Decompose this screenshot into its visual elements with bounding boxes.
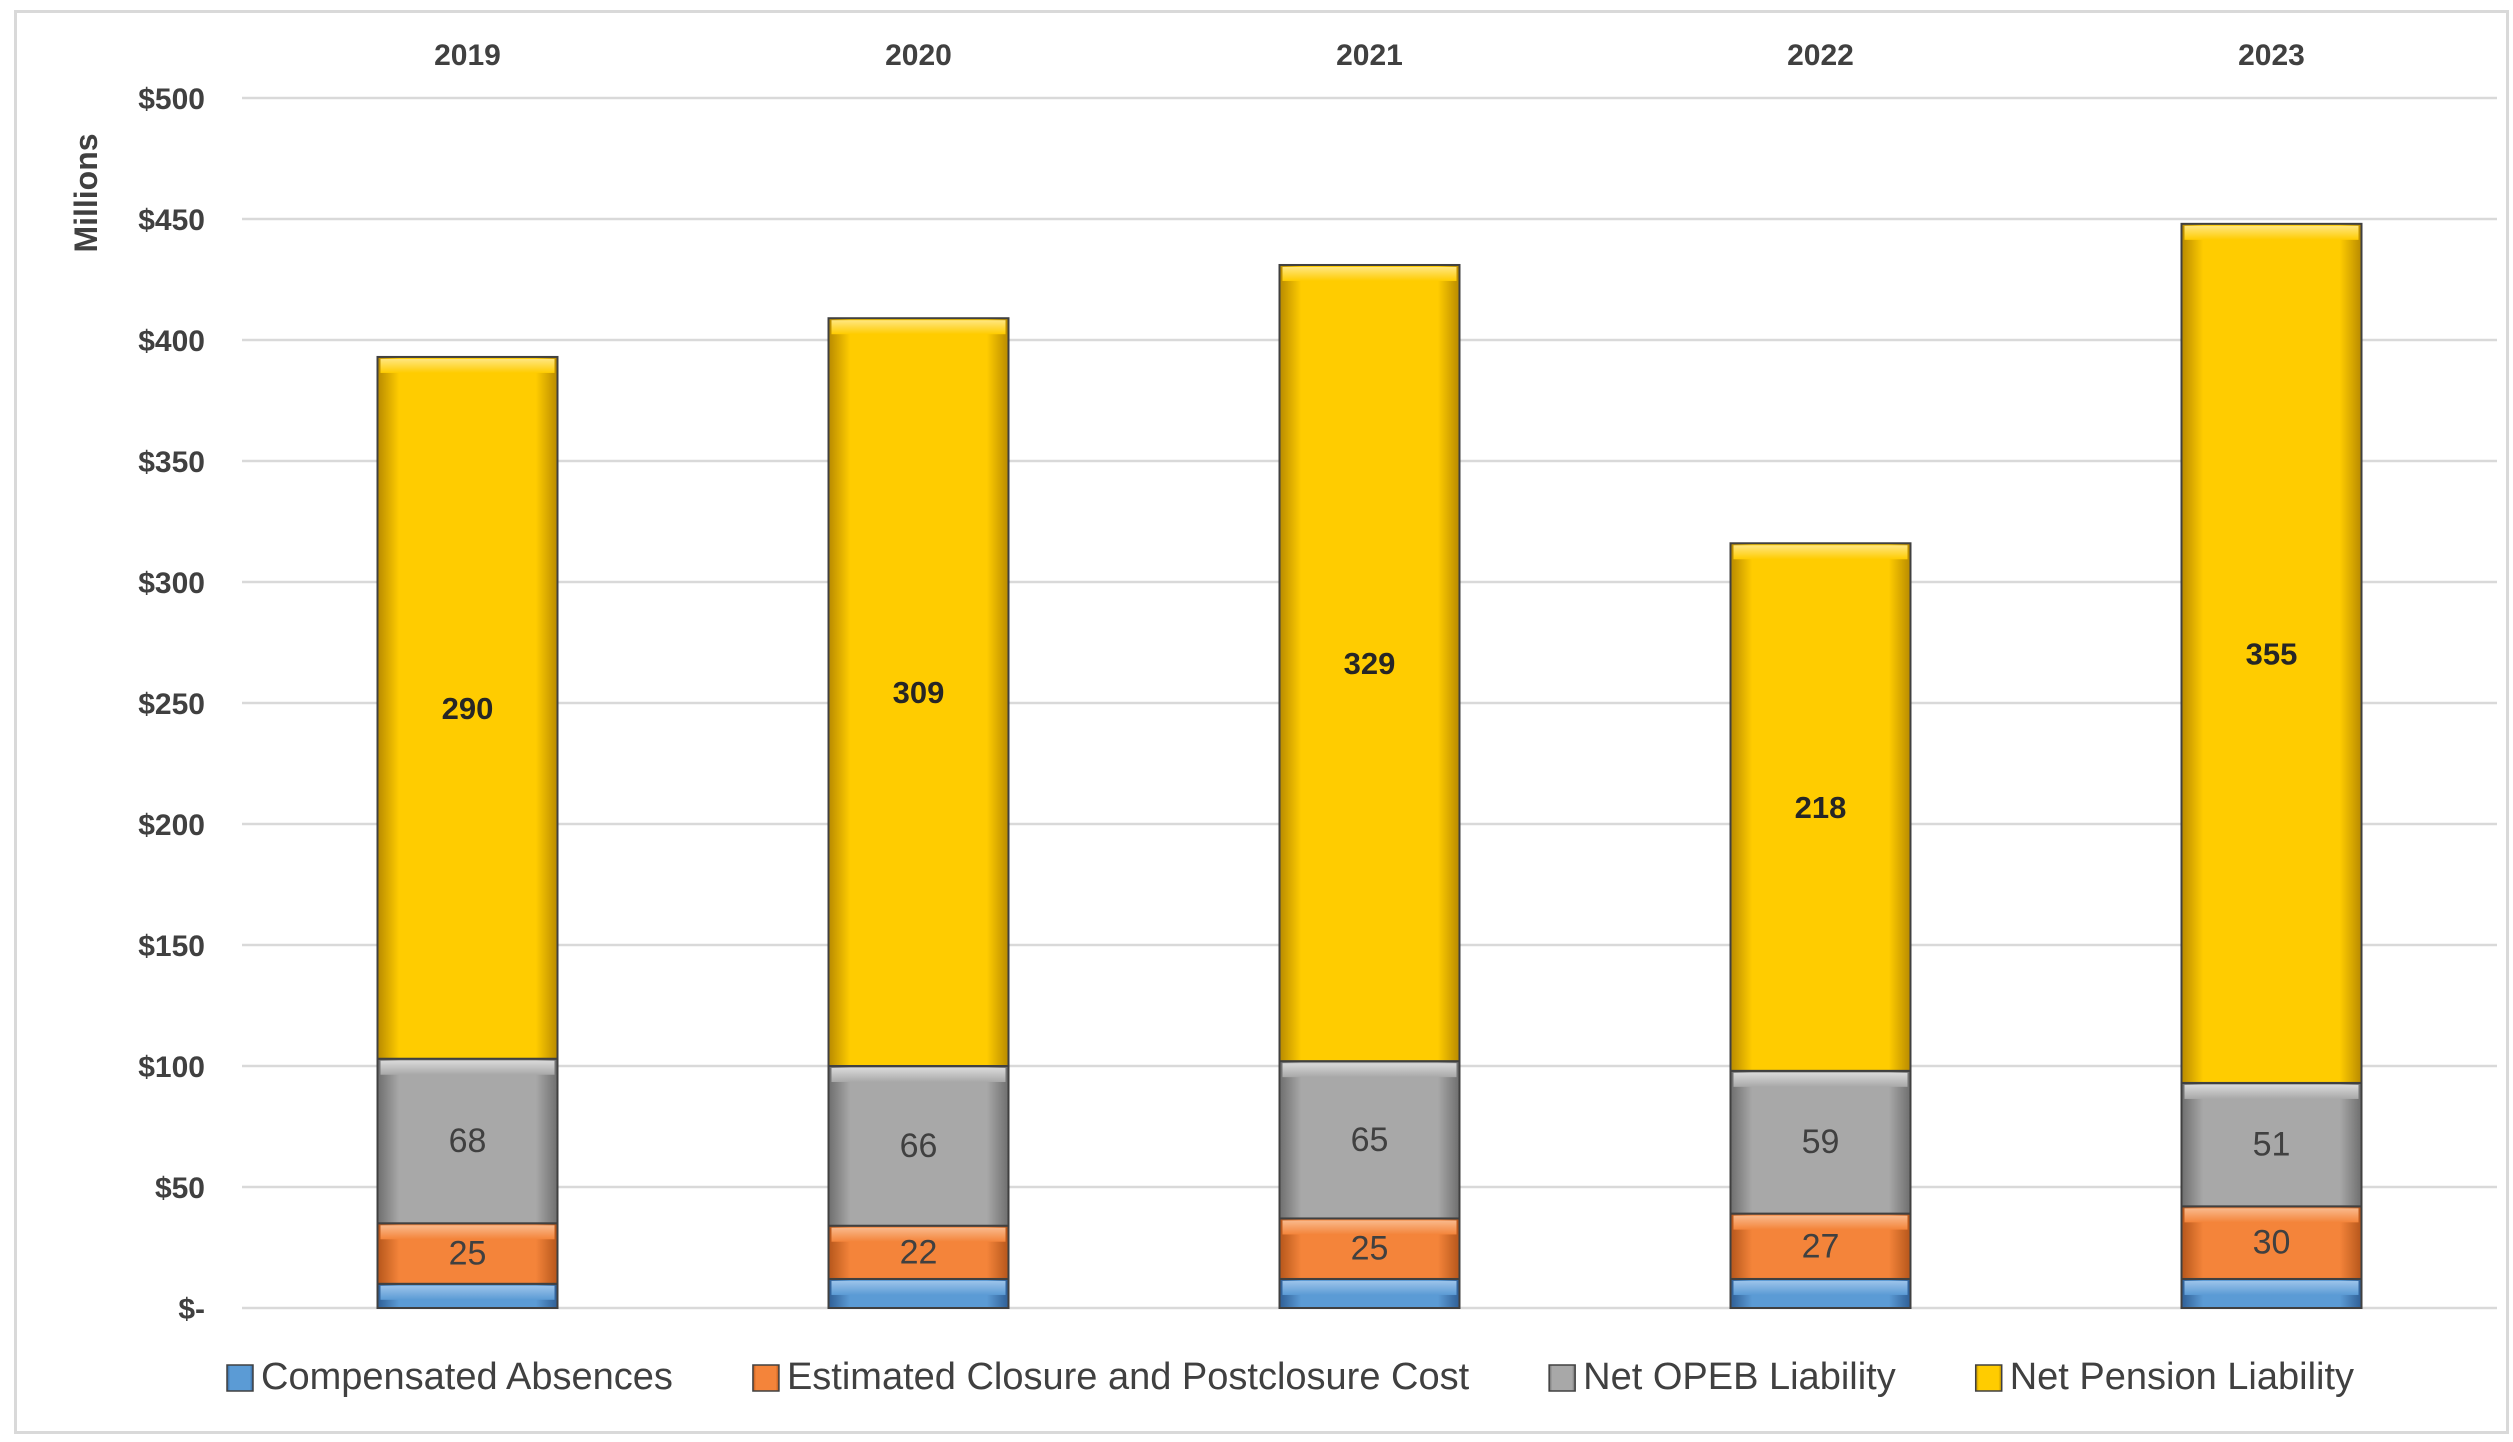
- bar-segment: [1729, 542, 1912, 1072]
- bar-segment: [1278, 263, 1461, 1063]
- data-label: 66: [900, 1127, 938, 1165]
- data-label: 27: [1802, 1227, 1840, 1265]
- bar-segment-bevel: [1733, 1280, 1908, 1295]
- bar-segment: [827, 317, 1010, 1068]
- bar-segment-bevel: [2184, 1208, 2359, 1223]
- bar-segment-bevel: [1282, 1220, 1457, 1235]
- bars: [376, 222, 2363, 1310]
- bar-segment-bevel: [1733, 1215, 1908, 1230]
- bar-segment-bevel: [2184, 1084, 2359, 1099]
- bar-segment: [1278, 1060, 1461, 1220]
- bar-segment-bevel: [380, 1285, 555, 1300]
- x-category-label: 2021: [1336, 39, 1403, 72]
- data-labels: 25 68 290 22 66 309 25 65 329 27 59 218 30 51 355: [442, 636, 2298, 1272]
- x-category-label: 2020: [885, 39, 952, 72]
- data-label: 68: [449, 1122, 487, 1160]
- legend-item: Net Pension Liability: [1974, 1356, 2354, 1398]
- y-tick-label: $200: [138, 809, 205, 842]
- bar-segment-bevel: [1733, 545, 1908, 560]
- bar-segment-bevel: [1282, 266, 1457, 281]
- y-axis-title: Millions: [68, 133, 104, 252]
- legend-item: Net OPEB Liability: [1548, 1356, 1896, 1398]
- data-label: 25: [1351, 1230, 1389, 1268]
- bar-segment-bevel: [1282, 1063, 1457, 1078]
- bar-segment-bevel: [831, 1227, 1006, 1242]
- bar-segment: [376, 355, 559, 1060]
- y-tick-label: $100: [138, 1051, 205, 1084]
- data-label: 25: [449, 1235, 487, 1273]
- x-category-label: 2019: [434, 39, 501, 72]
- bar-segment-bevel: [1733, 1072, 1908, 1087]
- legend-label: Compensated Absences: [261, 1356, 673, 1398]
- data-label: 65: [1351, 1121, 1389, 1159]
- y-tick-label: $50: [155, 1172, 205, 1205]
- bar-segment-bevel: [380, 1060, 555, 1075]
- legend-item: Compensated Absences: [226, 1356, 673, 1398]
- y-tick-label: $400: [138, 325, 205, 358]
- y-tick-label: $350: [138, 446, 205, 479]
- bar-segment-bevel: [2184, 225, 2359, 240]
- y-tick-label: $500: [138, 83, 205, 116]
- bar-segment-bevel: [1282, 1280, 1457, 1295]
- bar-segment: [2180, 222, 2363, 1084]
- y-axis-tick-labels: $- $50 $100 $150 $200 $250 $300 $350 $400 $450 $50…: [138, 83, 205, 1326]
- bar-segment: [2180, 1081, 2363, 1208]
- bar-segment-bevel: [831, 1280, 1006, 1295]
- y-tick-label: $450: [138, 204, 205, 237]
- y-tick-label: $-: [178, 1293, 205, 1326]
- legend-label: Estimated Closure and Postclosure Cost: [787, 1356, 1470, 1398]
- data-label: 22: [900, 1233, 938, 1271]
- legend-swatch: [752, 1364, 780, 1392]
- bar-segment-bevel: [380, 358, 555, 373]
- bar-segment: [827, 1065, 1010, 1227]
- legend-swatch: [1548, 1364, 1576, 1392]
- legend-label: Net OPEB Liability: [1583, 1356, 1896, 1398]
- legend-swatch: [1974, 1364, 2003, 1392]
- data-label: 309: [893, 675, 945, 710]
- data-label: 218: [1795, 790, 1847, 825]
- legend-label: Net Pension Liability: [2010, 1356, 2354, 1398]
- legend-item: Estimated Closure and Postclosure Cost: [752, 1356, 1470, 1398]
- bar-segment-bevel: [380, 1225, 555, 1240]
- x-category-label: 2023: [2238, 39, 2305, 72]
- chart-frame: $- $50 $100 $150 $200 $250 $300 $350 $400 $450 $50…: [14, 10, 2509, 1434]
- x-category-label: 2022: [1787, 39, 1854, 72]
- bar-segment-bevel: [831, 1068, 1006, 1082]
- stacked-bar-chart: $- $50 $100 $150 $200 $250 $300 $350 $400 $450 $50…: [68, 39, 2497, 1398]
- data-label: 290: [442, 691, 494, 726]
- bar-segment: [1729, 1069, 1912, 1215]
- x-axis-category-labels: 2019 2020 2021 2022 2023: [434, 39, 2305, 72]
- legend: Compensated Absences Estimated Closure an…: [226, 1356, 2354, 1398]
- data-label: 355: [2246, 636, 2298, 671]
- bar-segment-bevel: [831, 320, 1006, 335]
- legend-swatch: [226, 1364, 254, 1392]
- data-label: 51: [2253, 1126, 2291, 1164]
- data-label: 30: [2253, 1224, 2291, 1262]
- data-label: 329: [1344, 646, 1396, 681]
- y-tick-label: $250: [138, 688, 205, 721]
- y-tick-label: $300: [138, 567, 205, 600]
- data-label: 59: [1802, 1123, 1840, 1161]
- bar-segment: [376, 1057, 559, 1225]
- bar-segment-bevel: [2184, 1280, 2359, 1295]
- y-tick-label: $150: [138, 930, 205, 963]
